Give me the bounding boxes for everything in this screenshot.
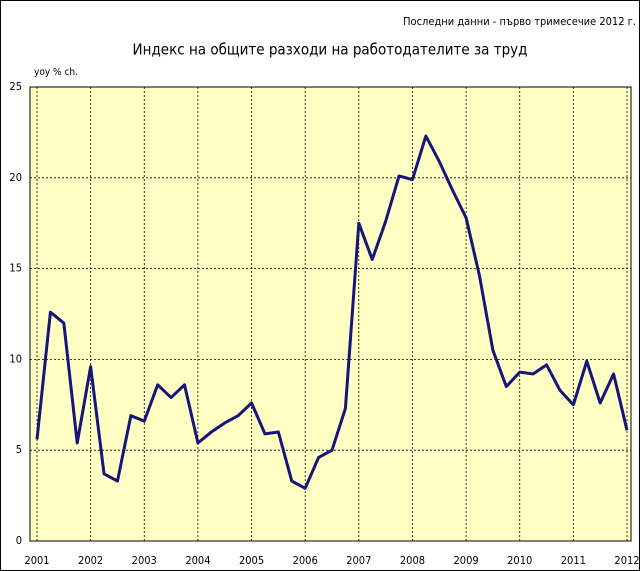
x-tick-label: 2009 (453, 554, 478, 567)
y-tick-label: 10 (9, 352, 22, 365)
y-tick-label: 5 (16, 443, 22, 456)
y-axis-label: yoy % ch. (34, 67, 78, 78)
x-tick-label: 2007 (346, 554, 371, 567)
x-tick-label: 2012 (614, 554, 639, 567)
plot-area (29, 86, 632, 542)
x-tick-label: 2004 (185, 554, 210, 567)
x-tick-label: 2008 (400, 554, 425, 567)
x-tick-label: 2003 (132, 554, 157, 567)
y-tick-label: 15 (9, 262, 22, 275)
x-tick-label: 2002 (78, 554, 103, 567)
line (35, 134, 629, 490)
x-tick-label: 2010 (507, 554, 532, 567)
chart-title: Индекс на общите разходи на работодатели… (133, 41, 528, 59)
note: Последни данни - първо тримесечие 2012 г… (403, 15, 636, 28)
x-tick-label: 2005 (239, 554, 264, 567)
x-tick-label: 2001 (24, 554, 49, 567)
x-tick-label: 2011 (561, 554, 586, 567)
y-tick-label: 25 (9, 80, 22, 93)
y-tick-label: 0 (16, 534, 22, 547)
y-tick-label: 20 (9, 171, 22, 184)
x-tick-label: 2006 (293, 554, 318, 567)
